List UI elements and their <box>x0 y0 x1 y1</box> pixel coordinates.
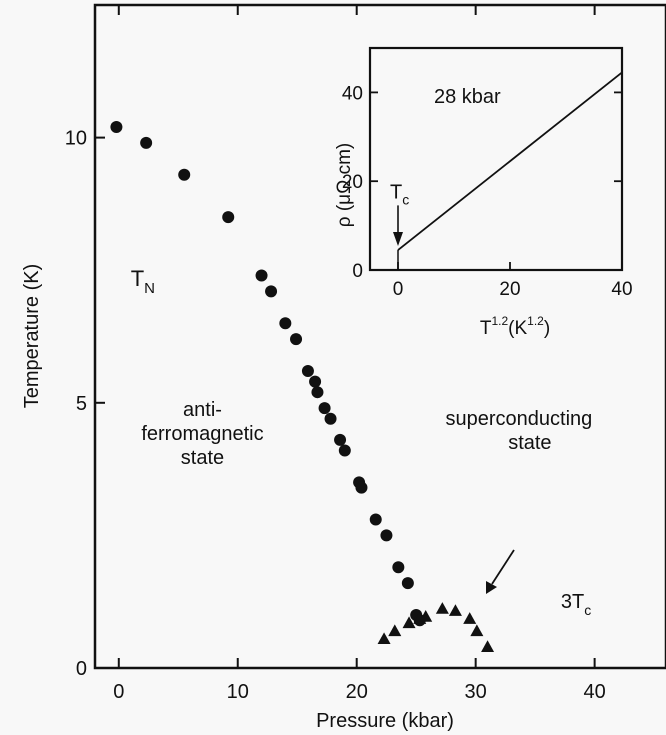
main-y-tick-label: 10 <box>65 128 87 150</box>
main-y-tick-label: 5 <box>76 393 87 415</box>
tn-data-point <box>290 333 303 346</box>
inset-title: 28 kbar <box>434 86 501 108</box>
inset-y-axis-label: ρ (μΩ cm) <box>334 143 355 228</box>
sc-label-line1: superconducting <box>445 408 592 430</box>
main-data-points <box>110 120 495 652</box>
tn-data-point <box>392 561 405 574</box>
inset-x-axis-label-base: T <box>480 318 492 339</box>
inset-x-tick-label: 40 <box>611 279 632 300</box>
tc-data-point <box>481 640 495 652</box>
inset-x-tick-label: 0 <box>393 279 404 300</box>
inset-y-tick-label: 0 <box>352 261 363 282</box>
inset-y-tick-label: 20 <box>342 172 363 193</box>
tn-data-point <box>178 168 191 181</box>
tn-data-point <box>301 364 314 377</box>
tn-data-point <box>311 386 324 399</box>
inset-x-axis-label-unit-open: (K <box>508 318 527 339</box>
inset-tc-arrow-head <box>393 232 403 247</box>
inset-ticks: 0 20 40 0 20 40 <box>342 83 633 300</box>
inset-tc-label: Tc <box>390 181 409 207</box>
inset-x-tick-label: 20 <box>499 279 520 300</box>
inset-plot-frame <box>368 46 624 272</box>
tn-data-point <box>279 317 292 330</box>
tn-data-point <box>338 444 351 457</box>
main-x-axis-label: Pressure (kbar) <box>316 710 454 732</box>
tc-data-point <box>448 604 462 616</box>
tc-data-point <box>402 616 416 629</box>
afm-label-line3: state <box>181 447 224 469</box>
sc-arrow-head <box>486 581 497 594</box>
tn-data-point <box>265 285 278 298</box>
main-ticks: 0 10 20 30 40 0 5 10 <box>65 5 606 703</box>
main-x-tick-label: 0 <box>113 681 124 703</box>
tn-data-point <box>318 402 331 415</box>
tn-data-point <box>255 269 268 282</box>
main-y-tick-label: 0 <box>76 658 87 680</box>
tn-data-point <box>324 412 337 425</box>
tc-data-point <box>388 624 402 637</box>
inset-x-axis-label-unit-close: ) <box>544 318 550 339</box>
main-annotations: TNanti-ferromagneticstatesuperconducting… <box>131 266 593 618</box>
tn-data-point <box>369 513 382 526</box>
inset-annotations: Tc <box>390 181 409 247</box>
main-x-tick-label: 40 <box>584 681 606 703</box>
main-x-tick-label: 20 <box>346 681 368 703</box>
afm-label-line2: ferromagnetic <box>141 423 263 445</box>
main-y-axis-label: Temperature (K) <box>21 264 43 409</box>
tc-data-point <box>463 612 477 624</box>
sc-label-line2: state <box>508 432 551 454</box>
tc-data-point <box>419 610 433 622</box>
tn-data-point <box>380 529 393 542</box>
inset-resistivity-line <box>397 71 623 251</box>
inset-series <box>397 71 623 270</box>
tc-data-point <box>470 624 484 637</box>
tn-data-point <box>401 577 414 590</box>
tn-data-point <box>110 120 123 133</box>
tn-label: TN <box>131 266 155 297</box>
main-x-tick-label: 30 <box>465 681 487 703</box>
inset-x-axis-label-unit-exp: 1.2 <box>527 314 544 328</box>
inset-x-axis-label-exp: 1.2 <box>491 314 508 328</box>
inset-y-tick-label: 40 <box>342 83 363 104</box>
tc-data-point <box>377 632 391 645</box>
tc-data-point <box>435 602 449 614</box>
tn-data-point <box>355 481 368 494</box>
tn-data-point <box>334 433 347 446</box>
afm-label-line1: anti- <box>183 399 222 421</box>
tn-data-point <box>309 375 322 388</box>
sc-arrow-line <box>491 549 515 585</box>
tn-data-point <box>140 136 153 149</box>
tn-data-point <box>222 211 235 224</box>
main-x-tick-label: 10 <box>227 681 249 703</box>
inset-x-axis-label: T1.2(K1.2) <box>480 314 550 339</box>
main-plot-frame <box>93 3 666 670</box>
three-tc-label: 3Tc <box>561 591 591 618</box>
